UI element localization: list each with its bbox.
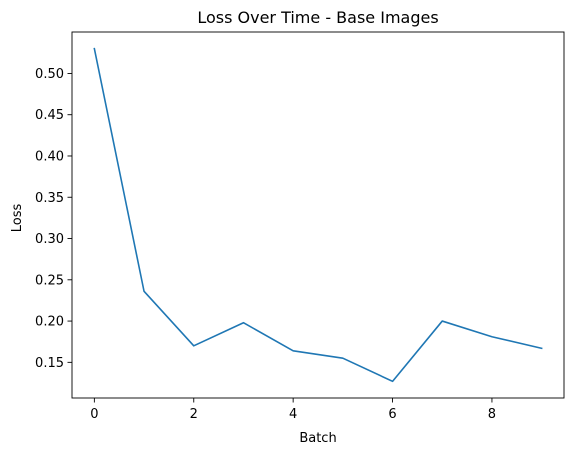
x-tick-label: 2 [190,407,198,422]
y-tick-label: 0.50 [35,67,64,82]
x-tick-label: 0 [90,407,98,422]
plot-area: 0 2 4 6 8 0.15 0.20 0.25 0.30 0.35 0.40 0.45 0.50 [35,31,565,422]
y-tick-label: 0.15 [35,356,64,371]
x-tick-label: 8 [488,407,496,422]
chart-title: Loss Over Time - Base Images [197,8,438,27]
x-tick-label: 6 [388,407,396,422]
y-tick-label: 0.25 [35,273,64,288]
y-tick-label: 0.35 [35,191,64,206]
y-tick-label: 0.20 [35,315,64,330]
y-tick-label: 0.40 [35,149,64,164]
axes-frame [71,31,565,399]
x-tick-label: 4 [289,407,297,422]
y-tick-label: 0.45 [35,108,64,123]
series-line [93,47,543,383]
x-axis-title: Batch [299,431,336,446]
y-tick-label: 0.30 [35,232,64,247]
y-axis-title: Loss [10,204,25,233]
